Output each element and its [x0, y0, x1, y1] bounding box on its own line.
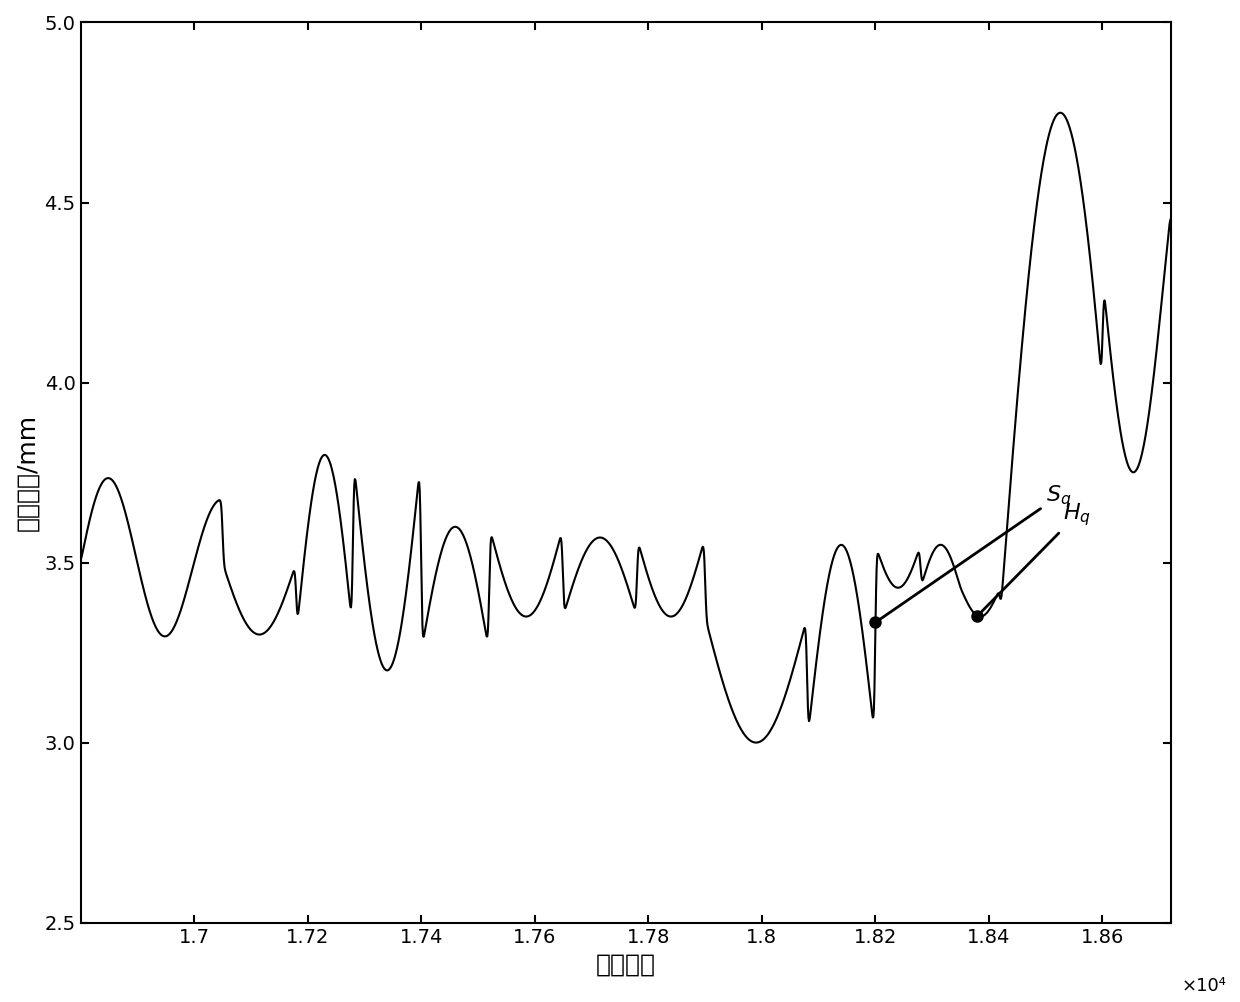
Text: $S_q$: $S_q$ — [878, 483, 1071, 621]
Y-axis label: 瞳孔直径/mm: 瞳孔直径/mm — [15, 414, 38, 531]
Text: $H_q$: $H_q$ — [980, 502, 1091, 614]
X-axis label: 数据序号: 数据序号 — [595, 952, 656, 976]
Text: ×10⁴: ×10⁴ — [1182, 977, 1226, 995]
